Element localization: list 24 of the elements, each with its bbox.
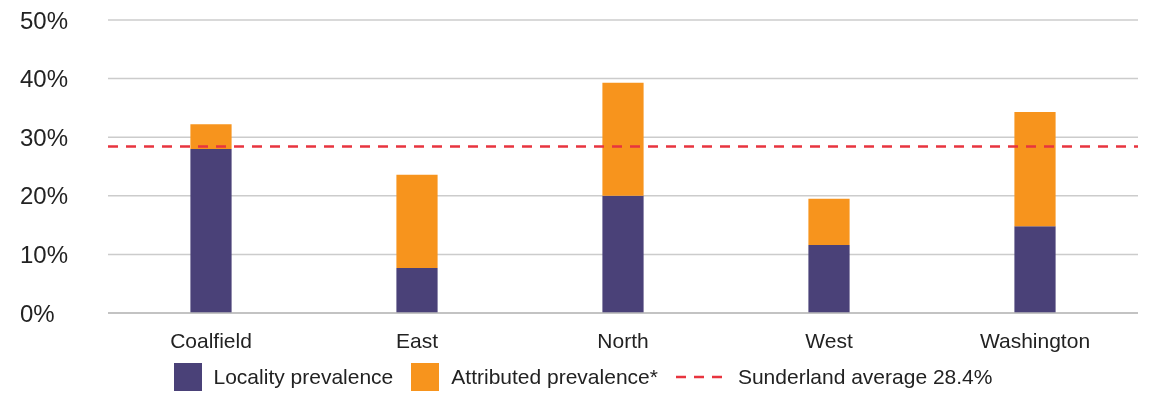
bar [190,124,232,149]
bar [1014,112,1056,227]
x-tick-label: North [597,328,649,352]
legend-label: Locality prevalence [213,365,394,389]
y-tick-label: 0% [20,299,55,327]
bar [602,195,644,313]
bar [190,148,232,313]
bar [808,198,850,246]
x-tick-label: East [395,328,439,352]
y-tick-label: 50% [20,6,69,34]
y-tick-label: 20% [20,182,69,210]
y-tick-label: 40% [20,65,69,93]
legend-label: Sunderland average 28.4% [737,365,993,389]
bar [396,174,438,268]
bar [602,82,644,196]
legend-label: Attributed prevalence* [451,365,658,389]
x-tick-label: Washington [979,328,1091,352]
x-tick-label: Coalfield [170,328,252,352]
y-tick-label: 10% [20,240,69,268]
bar [1014,226,1056,313]
bar [808,245,850,313]
x-tick-label: West [805,328,853,352]
y-tick-label: 30% [20,123,69,151]
bar [396,267,438,313]
